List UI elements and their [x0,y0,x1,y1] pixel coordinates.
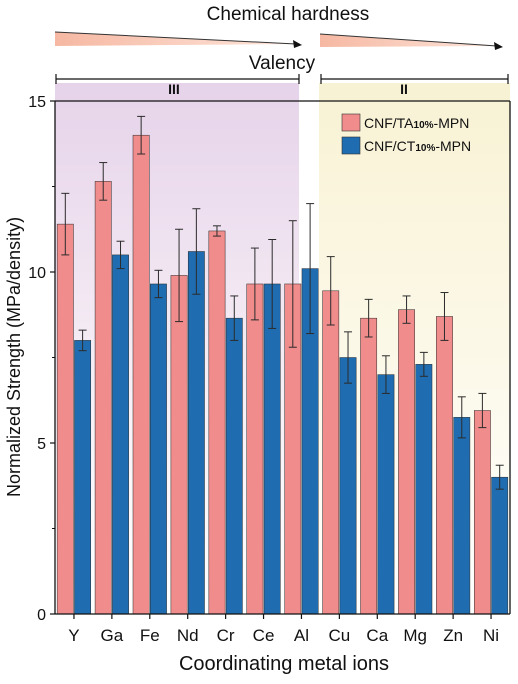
error-bar-ct-nd [192,208,201,295]
bar-ct-ca [377,374,395,615]
error-bar-ct-ce [268,239,277,329]
error-bar-ta-y [61,192,70,256]
x-tick-label-cr: Cr [217,626,235,645]
bars-layer [56,134,509,615]
y-tick-label: 0 [37,607,46,624]
hardness-arrowhead-iii [293,40,302,48]
error-bar-ta-mg [402,295,411,324]
x-tick-label-al: Al [294,626,309,645]
valency-label: Valency [249,53,316,74]
error-bar-ta-cu [326,256,335,326]
x-tick-label-ce: Ce [253,626,275,645]
bar-ta-mg [398,309,415,615]
bar-ct-ce [263,283,281,615]
bar-ta-y [56,223,74,615]
bar-ct-nd [187,251,205,615]
group-iii-label: III [168,81,180,97]
error-bar-ta-ni [478,392,487,429]
error-bar-ct-ca [381,355,390,394]
bar-ta-fe [132,134,150,615]
error-bar-ta-al [288,220,297,348]
error-bar-ct-y [78,329,87,352]
error-bar-ct-cu [344,331,353,384]
error-bar-ct-al [306,203,315,335]
error-bar-ta-cr [212,225,221,237]
valency-bracket-ii [320,74,509,84]
y-axis-title: Normalized Strength (MPa/density) [4,217,24,497]
x-tick-label-mg: Mg [403,626,427,645]
bar-ta-cu [322,290,340,615]
error-bar-ct-ga [116,240,125,270]
legend-label-ct: CNF/CT10%-MPN [364,138,471,154]
bar-ct-ga [112,254,129,615]
bar-ta-cr [208,230,226,615]
error-bar-ta-zn [440,292,449,341]
error-bar-ta-ce [250,247,259,321]
y-tick-label: 5 [37,436,46,453]
y-tick-label: 10 [28,265,46,282]
legend: CNF/TA10%-MPN CNF/CT10%-MPN [341,113,471,155]
x-tick-label-cu: Cu [329,626,351,645]
error-bar-ct-zn [457,396,466,439]
bar-ct-zn [453,417,471,615]
hardness-arrow-iii [54,31,297,45]
x-tick-label-fe: Fe [140,626,160,645]
y-tick-label: 15 [28,94,46,111]
x-tick-label-nd: Nd [177,626,199,645]
x-axis-title: Coordinating metal ions [179,653,389,675]
bar-ct-fe [150,283,167,615]
bar-ct-cr [225,317,243,615]
bar-ct-mg [415,364,433,615]
x-tick-label-y: Y [68,626,79,645]
x-tick-label-ga: Ga [101,626,124,645]
valency-bracket-iii [55,74,300,84]
error-bar-ta-nd [175,228,184,323]
hardness-arrowhead-ii [494,42,503,50]
bar-ta-zn [436,316,453,615]
error-bar-ta-fe [137,115,146,155]
bar-ct-y [74,340,92,615]
x-tick-label-zn: Zn [443,626,463,645]
y-ticks: 0 5 10 15 [28,94,55,624]
error-bar-ct-mg [419,351,428,377]
error-bar-ct-cr [230,295,239,341]
bar-ta-nd [170,275,188,615]
bar-ta-ni [473,410,491,615]
legend-label-ta: CNF/TA10%-MPN [364,115,469,131]
chemical-hardness-label: Chemical hardness [207,4,370,25]
error-bars-layer [61,115,504,490]
legend-swatch-ta [341,113,361,132]
error-bar-ct-fe [154,269,163,299]
bar-ta-ca [360,317,378,615]
bar-ta-ce [246,283,264,615]
group-ii-label: II [400,81,408,97]
x-tick-label-ca: Ca [366,626,388,645]
hardness-arrow-ii [319,33,498,47]
error-bar-ta-ga [99,162,108,201]
bar-ct-cu [339,357,357,615]
bar-ta-ga [94,181,112,615]
x-tick-label-ni: Ni [483,626,499,645]
legend-swatch-ct [341,136,361,155]
x-ticks: Y Ga Fe Nd Cr Ce Al Cu Ca Mg Zn Ni [68,614,499,645]
error-bar-ct-ni [495,464,504,490]
error-bar-ta-ca [364,298,373,338]
bar-ct-ni [491,476,509,615]
